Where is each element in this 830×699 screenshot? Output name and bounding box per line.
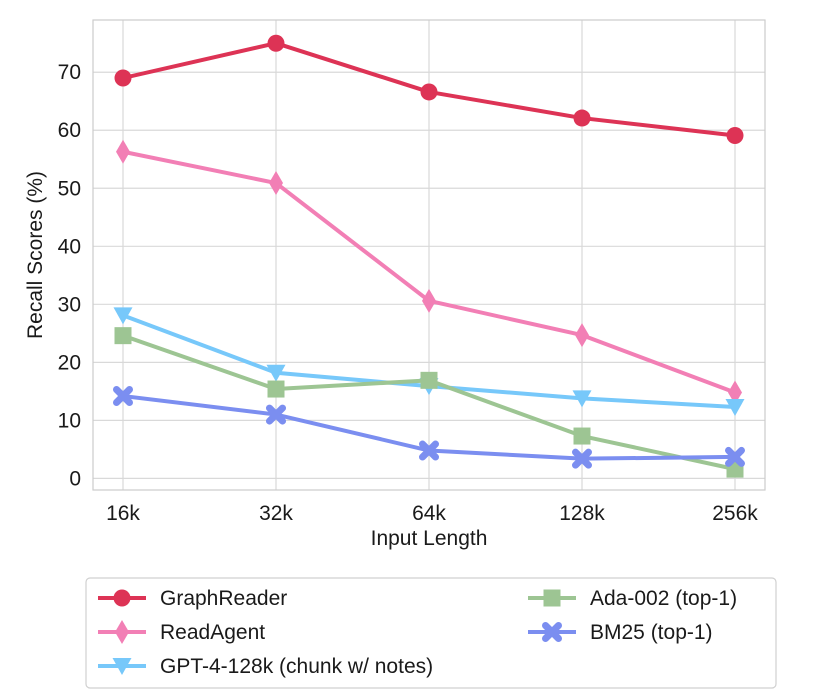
legend-marker: [112, 658, 132, 675]
x-ticks: 16k 32k 64k 128k 256k: [106, 502, 758, 525]
legend-marker: [543, 589, 561, 607]
y-tick-label: 70: [58, 61, 81, 84]
data-point: [114, 69, 132, 87]
legend-label: BM25 (top-1): [590, 621, 713, 644]
y-axis-label: Recall Scores (%): [24, 171, 47, 339]
data-point: [419, 440, 439, 461]
legend-marker: [113, 589, 131, 607]
data-point: [726, 126, 744, 144]
data-point: [573, 427, 591, 445]
data-point: [420, 83, 438, 101]
legend-label: GraphReader: [160, 587, 287, 610]
plot-frame: [92, 19, 766, 491]
legend-box: [85, 577, 777, 689]
series-layer: [113, 34, 745, 478]
legend-label: ReadAgent: [160, 621, 265, 644]
data-point: [420, 371, 438, 389]
legend-item-gpt-4-128k-chunk-w-notes: GPT-4-128k (chunk w/ notes): [98, 655, 433, 678]
data-point: [725, 446, 745, 467]
x-tick-label: 32k: [259, 502, 293, 525]
y-tick-label: 40: [58, 235, 81, 258]
y-tick-label: 60: [58, 119, 81, 142]
legend-item-bm25-top-1: BM25 (top-1): [528, 621, 713, 644]
data-point: [116, 139, 130, 164]
x-axis-label: Input Length: [371, 527, 488, 550]
series-bm25-top-1: [113, 386, 745, 469]
data-point: [113, 307, 133, 325]
data-point: [266, 364, 286, 382]
x-tick-label: 64k: [412, 502, 446, 525]
y-ticks: 0 10 20 30 40 50 60 70: [58, 61, 81, 490]
data-point: [114, 327, 132, 345]
data-point: [267, 380, 285, 398]
legend-marker: [542, 622, 562, 642]
legend-item-ada-002-top-1: Ada-002 (top-1): [528, 587, 737, 610]
data-point: [269, 171, 283, 196]
data-point: [266, 404, 286, 425]
y-tick-label: 20: [58, 351, 81, 374]
y-tick-label: 50: [58, 177, 81, 200]
series-readagent: [116, 139, 742, 405]
legend: GraphReader ReadAgent GPT-4-128k (chunk w/…: [85, 577, 777, 689]
data-point: [267, 34, 285, 52]
data-point: [113, 386, 133, 406]
series-graphreader: [114, 34, 744, 144]
legend-marker: [115, 620, 129, 644]
data-point: [575, 323, 589, 348]
data-point: [725, 399, 745, 417]
y-tick-label: 30: [58, 293, 81, 316]
data-point: [572, 390, 592, 408]
x-tick-label: 16k: [106, 502, 140, 525]
legend-item-graphreader: GraphReader: [98, 587, 287, 610]
x-tick-label: 128k: [559, 502, 605, 525]
x-tick-label: 256k: [712, 502, 758, 525]
legend-label: Ada-002 (top-1): [590, 587, 737, 610]
data-point: [728, 380, 742, 405]
y-tick-label: 10: [58, 409, 81, 432]
data-point: [422, 288, 436, 313]
legend-label: GPT-4-128k (chunk w/ notes): [160, 655, 433, 678]
data-point: [572, 448, 592, 469]
data-point: [573, 109, 591, 127]
y-tick-label: 0: [69, 467, 81, 490]
legend-item-readagent: ReadAgent: [98, 620, 265, 644]
